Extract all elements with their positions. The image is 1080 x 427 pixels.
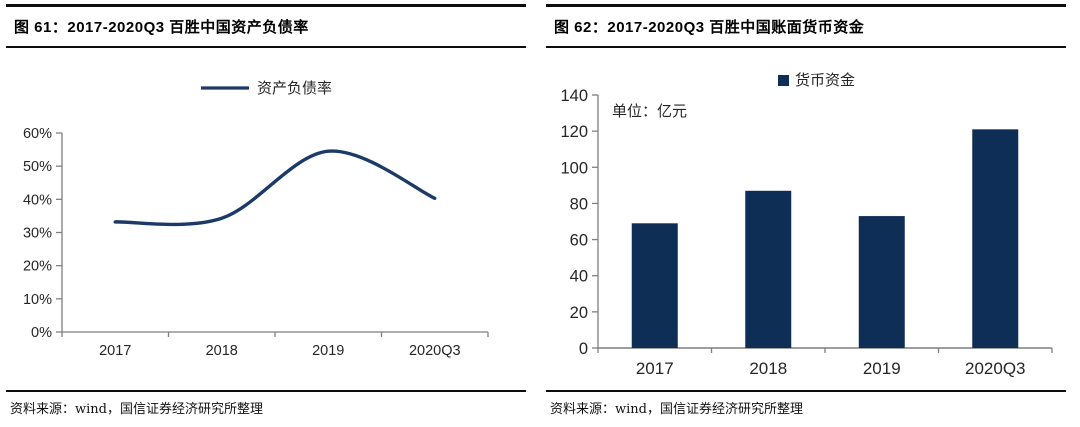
x-tick-label: 2019 <box>863 359 901 378</box>
asset-liability-chart-area: 资产负债率 0% 10% 20% 30% 40% 50% 60% 2017 2018 2019 202… <box>6 48 526 390</box>
y-tick-label: 60% <box>23 126 52 142</box>
bar-2020Q3 <box>972 129 1019 348</box>
bar-2019 <box>858 216 905 348</box>
line-series-path <box>113 149 437 227</box>
x-tick-label: 2019 <box>312 343 344 359</box>
legend-label: 货币资金 <box>795 71 855 89</box>
figure-61-source: 资料来源：wind，国信证券经济研究所整理 <box>10 402 263 417</box>
y-tick-label: 20 <box>570 304 588 322</box>
y-tick-label: 140 <box>560 87 588 105</box>
figure-62-panel: 图 62：2017-2020Q3 百胜中国账面货币资金 货币资金单位：亿元 0 20… <box>540 0 1080 427</box>
figure-61-title: 图 61：2017-2020Q3 百胜中国资产负债率 <box>14 19 309 36</box>
figure-62-title: 图 62：2017-2020Q3 百胜中国账面货币资金 <box>554 19 865 36</box>
y-tick-label: 0% <box>31 325 52 341</box>
title-bottom-rule <box>6 46 526 48</box>
title-top-rule <box>546 4 1066 7</box>
source-rule <box>6 390 526 392</box>
asset-liability-line-chart: 资产负债率 0% 10% 20% 30% 40% 50% 60% 2017 2018 2019 202… <box>23 79 489 359</box>
source-rule <box>546 390 1066 392</box>
y-tick-label: 50% <box>23 159 52 175</box>
title-top-rule <box>6 4 526 7</box>
figure-62-source: 资料来源：wind，国信证券经济研究所整理 <box>550 402 803 417</box>
y-tick-label: 0 <box>579 340 588 358</box>
unit-label: 单位：亿元 <box>612 102 687 120</box>
bar-2017 <box>631 223 678 348</box>
y-tick-label: 10% <box>23 292 52 308</box>
figure-61-footer: 资料来源：wind，国信证券经济研究所整理 <box>6 390 526 427</box>
x-tick-label: 2018 <box>749 359 787 378</box>
y-tick-label: 30% <box>23 226 52 242</box>
x-tick-label: 2020Q3 <box>409 343 461 359</box>
y-tick-label: 20% <box>23 259 52 275</box>
x-tick-label: 2020Q3 <box>965 359 1026 378</box>
title-bottom-rule <box>546 46 1066 48</box>
y-tick-label: 40% <box>23 192 52 208</box>
figure-61-panel: 图 61：2017-2020Q3 百胜中国资产负债率 资产负债率 0% 10% 20%… <box>6 4 526 427</box>
y-tick-label: 80 <box>570 195 588 213</box>
legend-label: 资产负债率 <box>257 79 332 97</box>
y-tick-label: 120 <box>560 123 588 141</box>
y-tick-label: 100 <box>560 159 588 177</box>
x-tick-label: 2018 <box>206 343 238 359</box>
y-tick-label: 40 <box>570 268 588 286</box>
legend-square-swatch <box>778 75 789 86</box>
y-tick-label: 60 <box>570 232 588 250</box>
figure-62-footer: 资料来源：wind，国信证券经济研究所整理 <box>546 390 1066 427</box>
cash-balance-chart-area: 货币资金单位：亿元 0 20 40 60 80 100 120 140 2017 2018 2019 2… <box>546 48 1066 390</box>
x-tick-label: 2017 <box>99 343 131 359</box>
x-tick-label: 2017 <box>636 359 674 378</box>
bar-2018 <box>745 190 792 348</box>
